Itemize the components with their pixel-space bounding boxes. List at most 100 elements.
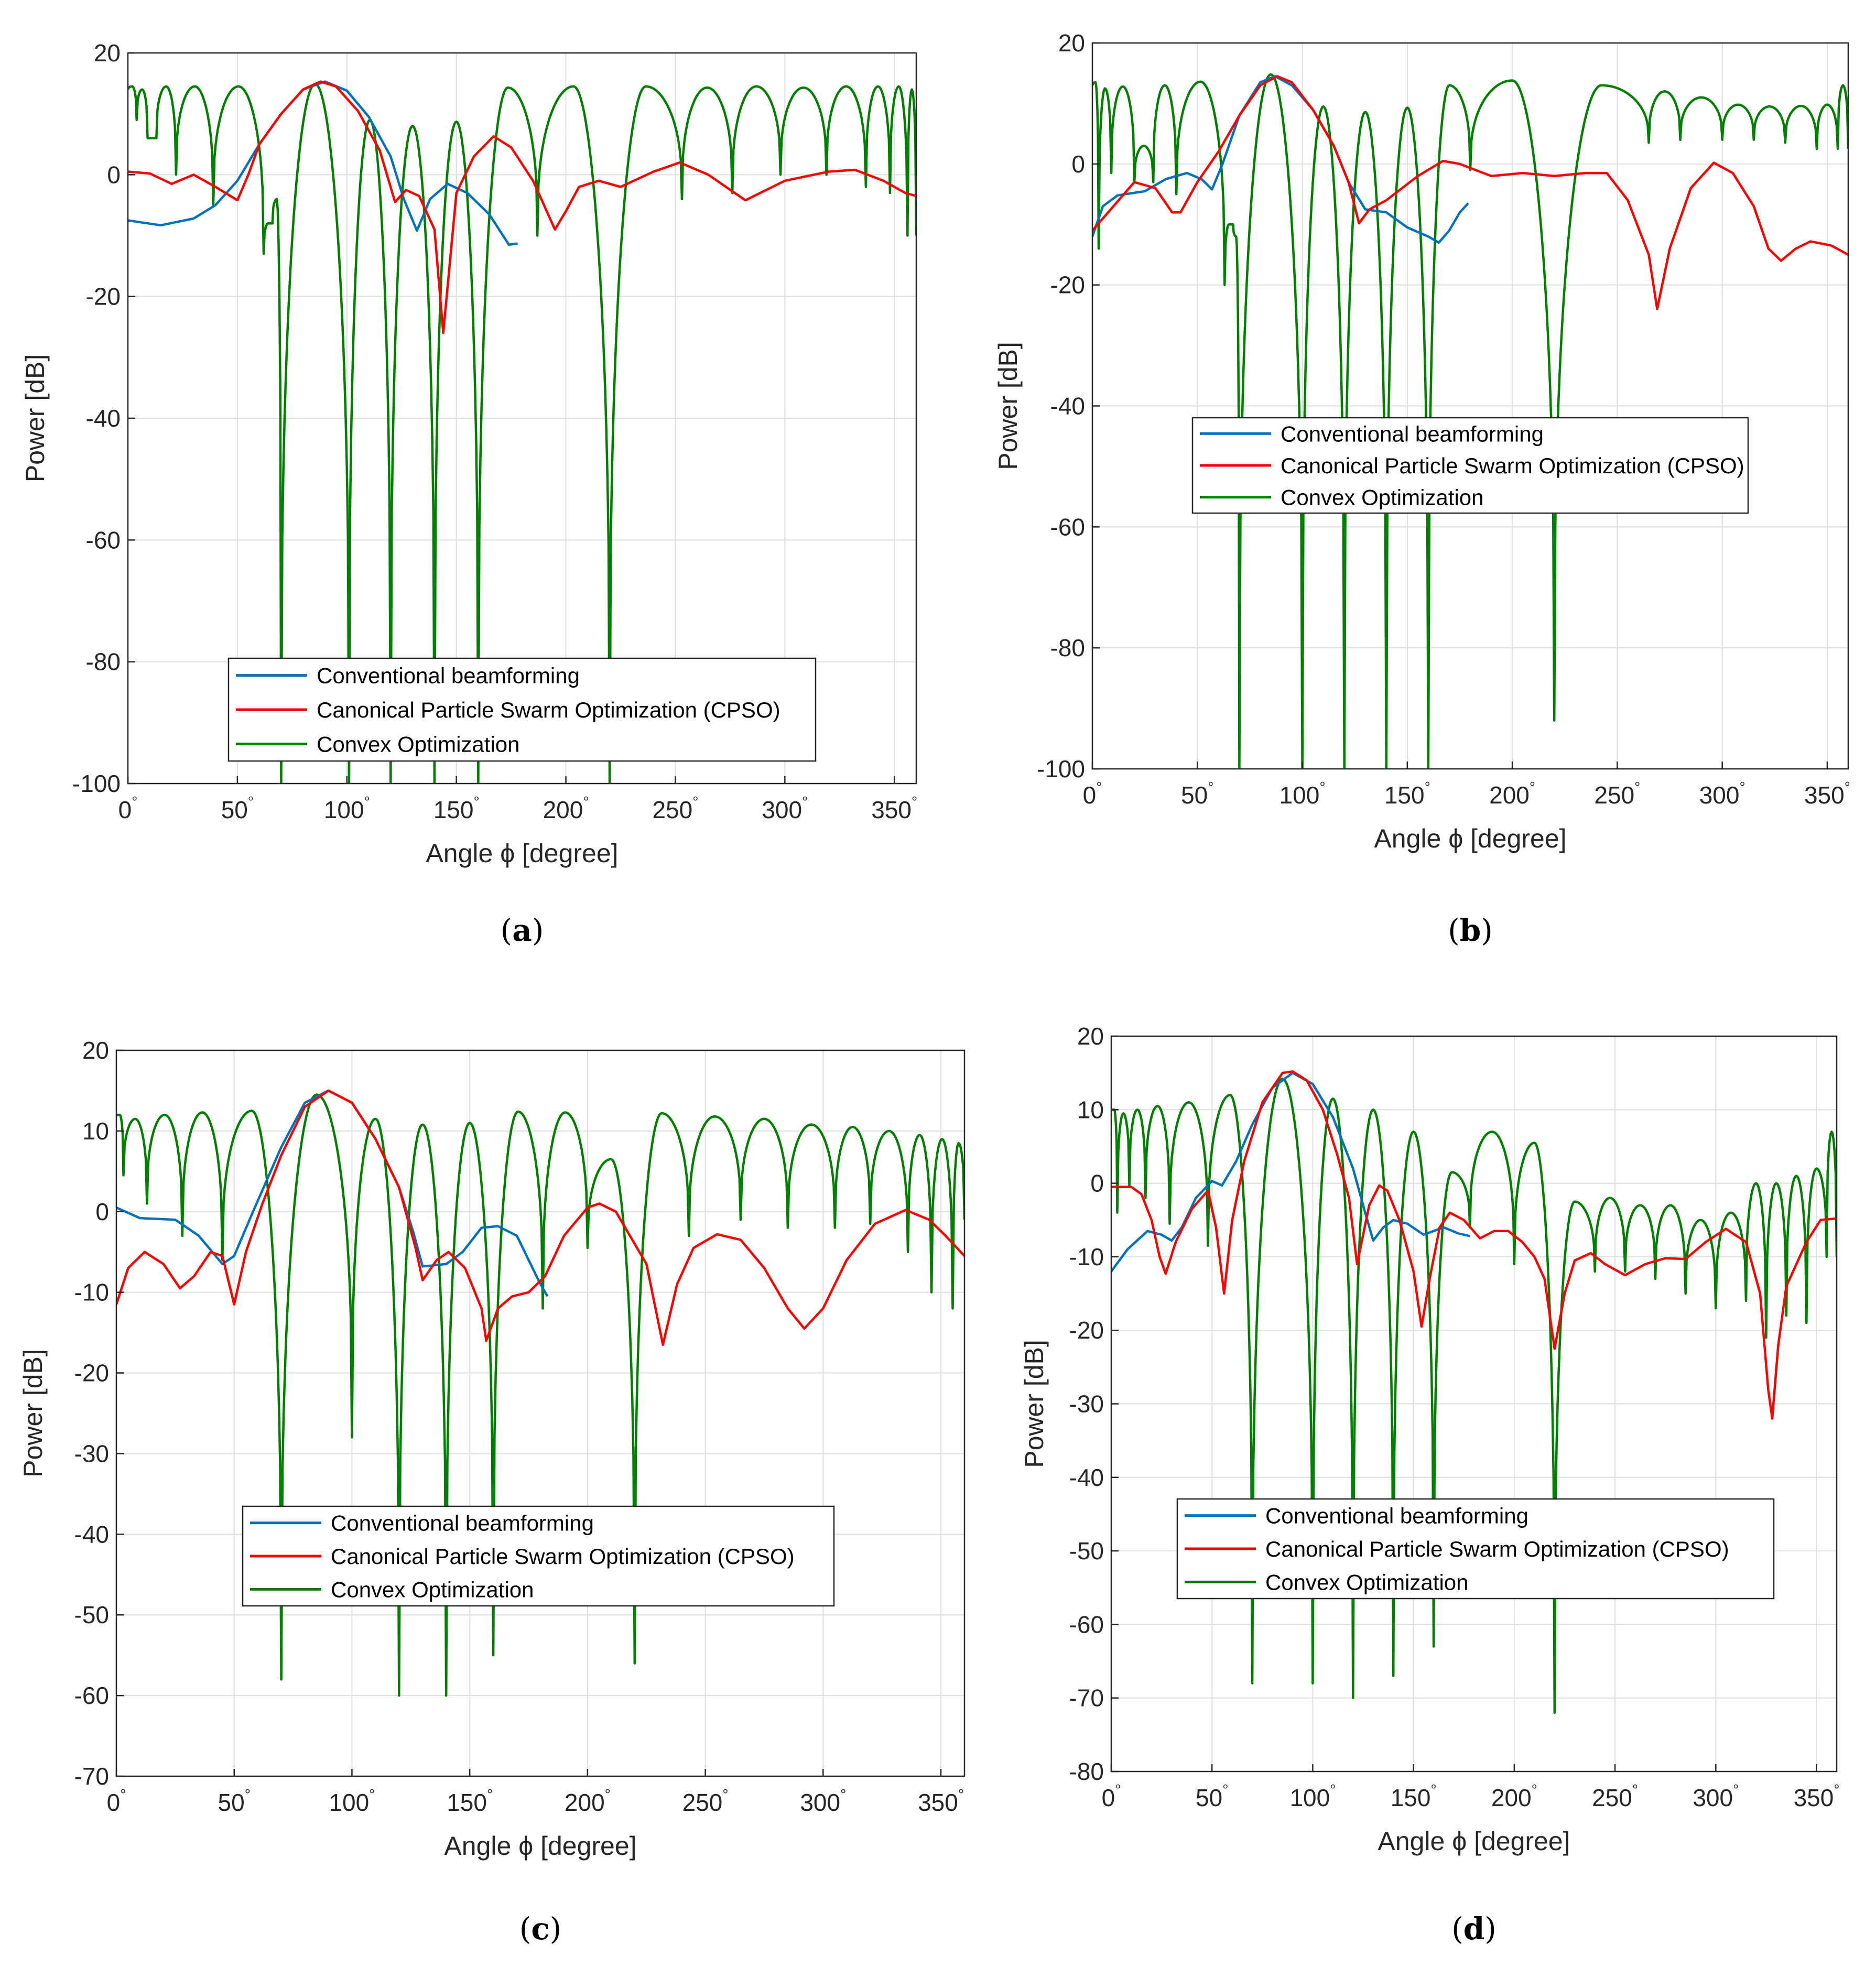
y-tick-label: -100 (1037, 755, 1085, 783)
legend-label: Canonical Particle Swarm Optimization (C… (331, 1544, 795, 1569)
y-axis-label: Power [dB] (20, 354, 50, 483)
y-tick-label: -100 (72, 770, 121, 797)
series-group (1111, 1070, 1837, 1714)
y-axis-label: Power [dB] (18, 1349, 48, 1477)
x-tick-label: 350° (871, 794, 917, 823)
chart-panel-d: 20 10 0 -10 -20 -30 -40 -50 -60 -70 -800° 50° 100° 15… (1020, 1023, 1840, 1947)
legend-label: Canonical Particle Swarm Optimization (C… (1265, 1537, 1729, 1561)
x-tick-label: 50° (1181, 779, 1213, 809)
x-tick-label: 0° (1102, 1781, 1121, 1811)
y-tick-label: -50 (74, 1601, 109, 1628)
legend: Conventional beamforming Canonical Partic… (227, 657, 817, 762)
x-tick-label: 250° (652, 794, 698, 823)
y-tick-label: -20 (74, 1360, 109, 1387)
y-axis-label: Power [dB] (993, 342, 1023, 470)
legend: Conventional beamforming Canonical Partic… (242, 1505, 835, 1607)
series-group (116, 1089, 964, 1697)
series-line-cpso (1092, 75, 1848, 311)
y-tick-label: -40 (86, 405, 121, 432)
y-tick-label: 10 (82, 1117, 109, 1145)
x-tick-label: 50° (221, 794, 254, 823)
x-tick-label: 250° (1594, 779, 1640, 809)
y-tick-label: -80 (86, 648, 121, 676)
x-tick-label: 150° (1384, 779, 1430, 809)
y-tick-label: -60 (1069, 1611, 1104, 1638)
x-tick-label: 200° (565, 1786, 611, 1816)
y-tick-label: -20 (1050, 271, 1085, 299)
x-tick-label: 150° (1391, 1781, 1437, 1811)
x-tick-label: 100° (324, 794, 370, 823)
x-tick-label: 350° (1794, 1781, 1840, 1811)
series-line-conventional (1092, 75, 1469, 244)
y-tick-label: -30 (74, 1440, 109, 1467)
y-tick-label: 20 (1058, 29, 1085, 57)
legend-label: Canonical Particle Swarm Optimization (C… (317, 698, 780, 722)
series-line-convex (128, 82, 916, 784)
legend-box (227, 657, 817, 762)
panel-caption: (b) (1448, 912, 1493, 948)
x-tick-label: 250° (682, 1786, 729, 1816)
legend-label: Convex Optimization (317, 732, 520, 756)
series-group (128, 80, 916, 784)
y-tick-label: -40 (1050, 393, 1085, 420)
x-axis-label: Angle ϕ [degree] (426, 839, 618, 868)
x-tick-label: 350° (918, 1786, 964, 1816)
series-line-convex (116, 1093, 964, 1697)
legend-label: Convex Optimization (1281, 485, 1484, 510)
y-tick-label: 0 (95, 1198, 109, 1225)
x-tick-label: 0° (118, 794, 138, 823)
legend: Conventional beamforming Canonical Partic… (1191, 417, 1749, 514)
x-tick-label: 300° (1693, 1781, 1739, 1811)
x-tick-label: 100° (329, 1786, 375, 1816)
y-tick-label: -70 (74, 1763, 109, 1790)
y-tick-label: -10 (74, 1279, 109, 1306)
y-tick-label: 0 (1090, 1170, 1104, 1197)
legend-label: Canonical Particle Swarm Optimization (C… (1281, 453, 1744, 478)
x-tick-label: 50° (218, 1786, 251, 1816)
x-tick-label: 150° (433, 794, 480, 823)
panel-caption: (a) (501, 912, 544, 948)
y-tick-label: -60 (74, 1682, 109, 1709)
y-tick-label: 20 (94, 39, 121, 67)
y-axis-label: Power [dB] (1020, 1340, 1049, 1468)
y-tick-label: -80 (1069, 1758, 1104, 1785)
series-line-cpso (1111, 1070, 1837, 1420)
y-tick-label: -50 (1069, 1537, 1104, 1564)
x-tick-label: 200° (1489, 779, 1535, 809)
x-tick-label: 300° (1699, 779, 1745, 809)
y-tick-label: 20 (1077, 1023, 1104, 1050)
y-tick-label: 10 (1077, 1096, 1104, 1123)
series-line-conventional (1111, 1071, 1470, 1273)
series-line-convex (1111, 1078, 1837, 1714)
legend: Conventional beamforming Canonical Partic… (1176, 1498, 1775, 1600)
y-tick-label: -60 (1050, 513, 1085, 540)
panel-caption: (d) (1451, 1911, 1497, 1947)
x-tick-label: 100° (1289, 1781, 1336, 1811)
y-tick-label: -20 (86, 283, 121, 310)
x-tick-label: 350° (1804, 779, 1850, 809)
x-tick-label: 50° (1196, 1781, 1228, 1811)
legend-box (1176, 1498, 1775, 1600)
x-tick-label: 0° (107, 1786, 126, 1816)
series-line-cpso (128, 80, 916, 334)
y-tick-label: -30 (1069, 1390, 1104, 1418)
x-tick-label: 0° (1083, 779, 1102, 809)
series-line-conventional (128, 80, 518, 246)
x-tick-label: 250° (1592, 1781, 1638, 1811)
series-group (1092, 73, 1848, 769)
y-tick-label: 20 (82, 1037, 109, 1064)
legend-box (242, 1505, 835, 1607)
legend-label: Conventional beamforming (317, 664, 580, 688)
x-tick-label: 100° (1279, 779, 1326, 809)
y-tick-label: -70 (1069, 1685, 1104, 1712)
x-tick-label: 150° (447, 1786, 493, 1816)
chart-panel-c: 20 10 0 -10 -20 -30 -40 -50 -60 -700° 50° 100° 150° 2… (18, 1037, 966, 1947)
x-tick-label: 300° (800, 1786, 846, 1816)
series-line-cpso (116, 1089, 964, 1346)
x-axis-label: Angle ϕ [degree] (1378, 1827, 1570, 1856)
legend-label: Conventional beamforming (1265, 1504, 1528, 1528)
legend-label: Conventional beamforming (331, 1511, 594, 1536)
